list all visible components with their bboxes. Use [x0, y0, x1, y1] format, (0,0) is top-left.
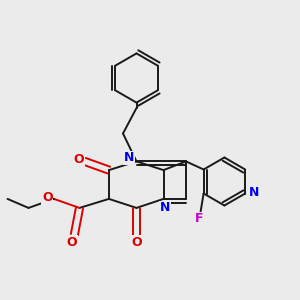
Text: O: O: [131, 236, 142, 249]
Text: F: F: [195, 212, 203, 226]
Text: O: O: [73, 153, 84, 167]
Text: O: O: [42, 191, 53, 204]
Text: O: O: [67, 236, 77, 249]
Text: N: N: [160, 201, 170, 214]
Text: N: N: [249, 185, 260, 199]
Text: N: N: [124, 151, 134, 164]
